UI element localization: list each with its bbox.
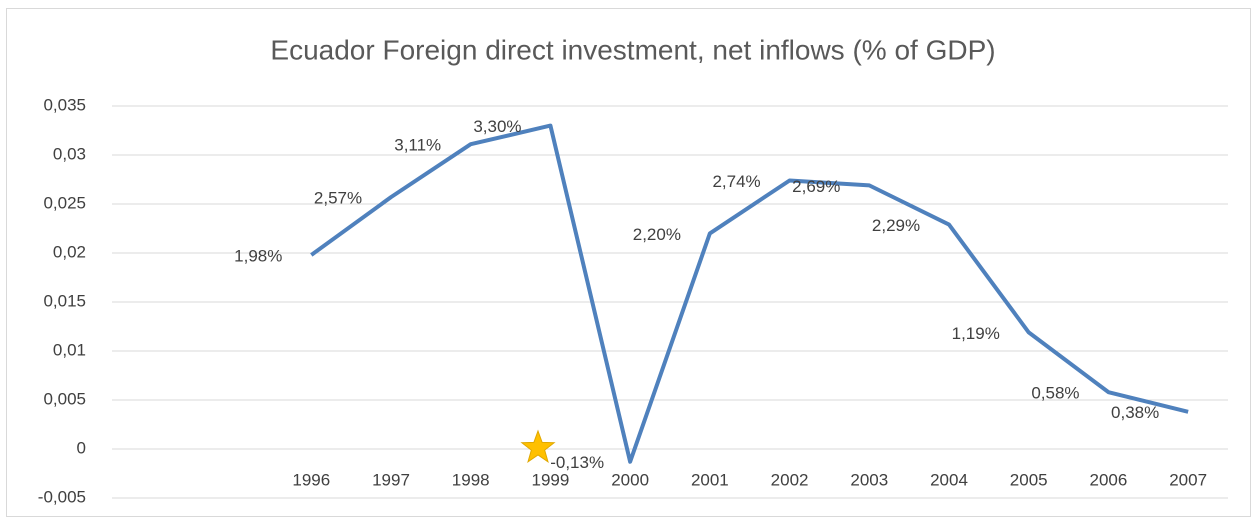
y-tick-label: 0,03 <box>53 144 86 163</box>
x-tick-label: 2005 <box>1010 470 1048 489</box>
data-label: 2,69% <box>792 177 840 196</box>
y-tick-label: -0,005 <box>38 487 86 506</box>
y-tick-label: 0 <box>77 438 86 457</box>
chart-border <box>6 8 1251 517</box>
x-tick-label: 2007 <box>1169 470 1207 489</box>
data-label: 2,29% <box>872 216 920 235</box>
y-tick-label: 0,025 <box>43 193 86 212</box>
star-marker <box>520 429 556 463</box>
x-tick-label: 2003 <box>850 470 888 489</box>
data-label: 1,19% <box>952 324 1000 343</box>
y-tick-label: 0,01 <box>53 340 86 359</box>
data-label: 3,30% <box>473 117 521 136</box>
y-tick-label: 0,02 <box>53 242 86 261</box>
x-tick-label: 1999 <box>532 470 570 489</box>
y-tick-label: 0,035 <box>43 95 86 114</box>
data-label: 2,74% <box>712 172 760 191</box>
data-label: 2,20% <box>633 225 681 244</box>
y-tick-label: 0,015 <box>43 291 86 310</box>
data-label: 2,57% <box>314 189 362 208</box>
x-tick-label: 2000 <box>611 470 649 489</box>
x-tick-label: 2004 <box>930 470 968 489</box>
line <box>310 123 1189 464</box>
x-tick-label: 2002 <box>771 470 809 489</box>
x-tick-label: 1997 <box>372 470 410 489</box>
x-tick-label: 2006 <box>1090 470 1128 489</box>
data-label: 3,11% <box>394 136 441 155</box>
x-tick-label: 1998 <box>452 470 490 489</box>
x-tick-label: 1996 <box>292 470 330 489</box>
x-tick-label: 2001 <box>691 470 729 489</box>
chart-title: Ecuador Foreign direct investment, net i… <box>270 34 995 65</box>
data-label: -0,13% <box>550 453 604 472</box>
data-label: 0,58% <box>1031 384 1079 403</box>
data-label: 0,38% <box>1111 403 1159 422</box>
data-label: 1,98% <box>234 246 282 265</box>
y-tick-label: 0,005 <box>43 389 86 408</box>
